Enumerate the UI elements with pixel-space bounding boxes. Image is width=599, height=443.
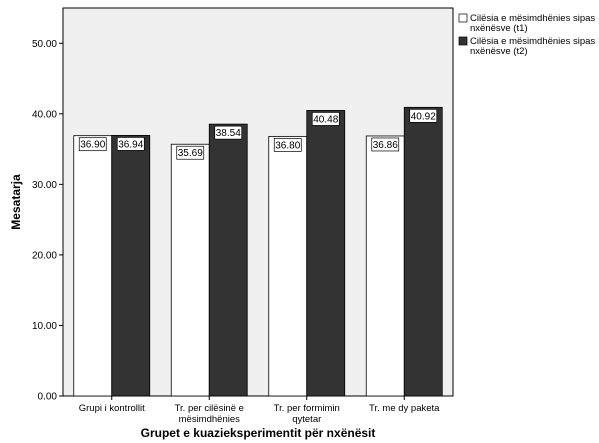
x-tick-label: Tr. me dy paketa	[369, 403, 440, 414]
bar	[268, 135, 308, 397]
y-tick-label: 40.00	[32, 109, 57, 120]
bar	[111, 135, 151, 397]
y-tick-label: 50.00	[32, 39, 57, 50]
bar	[208, 123, 248, 397]
data-label: 36.94	[118, 139, 143, 150]
data-label-box	[214, 125, 243, 140]
x-tick-label: qytetar	[292, 414, 321, 425]
bar	[365, 135, 405, 397]
data-label: 40.92	[411, 111, 436, 122]
bar	[170, 143, 210, 397]
data-label-box	[409, 108, 438, 123]
data-label: 40.48	[313, 114, 338, 125]
bars	[73, 106, 443, 397]
legend-swatch	[458, 13, 468, 23]
bar	[73, 135, 113, 397]
bar	[306, 110, 346, 397]
y-axis: 0.00 10.00 20.00 30.00 40.00 50.00	[32, 39, 63, 403]
y-tick-label: 10.00	[32, 321, 57, 332]
x-axis: Grupi i kontrollit Tr. per cilësinë emësi…	[79, 396, 440, 425]
legend-label: Cilësia e mësimdhënies sipas	[470, 13, 595, 24]
data-label-box	[371, 137, 400, 152]
data-label: 36.86	[373, 140, 398, 151]
data-label: 38.54	[216, 128, 241, 139]
x-tick-label: Grupi i kontrollit	[79, 403, 145, 414]
legend-label: Cilësia e mësimdhënies sipas	[470, 36, 595, 47]
legend-swatch	[458, 36, 468, 46]
y-axis-title: Mesatarja	[9, 174, 23, 230]
data-label-box	[176, 145, 205, 160]
x-axis-title: Grupet e kuazieksperimentit për nxënësit	[141, 426, 376, 440]
x-tick-label: mësimdhënies	[179, 414, 240, 425]
y-tick-label: 0.00	[38, 392, 58, 403]
y-tick-label: 30.00	[32, 180, 57, 191]
data-label-box	[116, 137, 145, 151]
x-tick-label: Tr. per formimin	[274, 403, 340, 414]
y-tick-label: 20.00	[32, 250, 57, 261]
data-label-box	[78, 137, 107, 152]
data-label-box	[311, 112, 340, 126]
data-label: 36.90	[80, 140, 105, 151]
legend-label: nxënësve (t2)	[470, 46, 528, 57]
legend-label: nxënësve (t1)	[470, 23, 528, 34]
x-tick-label: Tr. per cilësinë e	[175, 403, 244, 414]
data-label-box	[273, 138, 302, 152]
data-label: 36.80	[275, 140, 300, 151]
data-label: 35.69	[178, 148, 203, 159]
bar	[403, 106, 443, 397]
data-labels: 36.90 36.94 35.69 38.54 36.80 40.48 36.86 40.92	[78, 108, 438, 160]
